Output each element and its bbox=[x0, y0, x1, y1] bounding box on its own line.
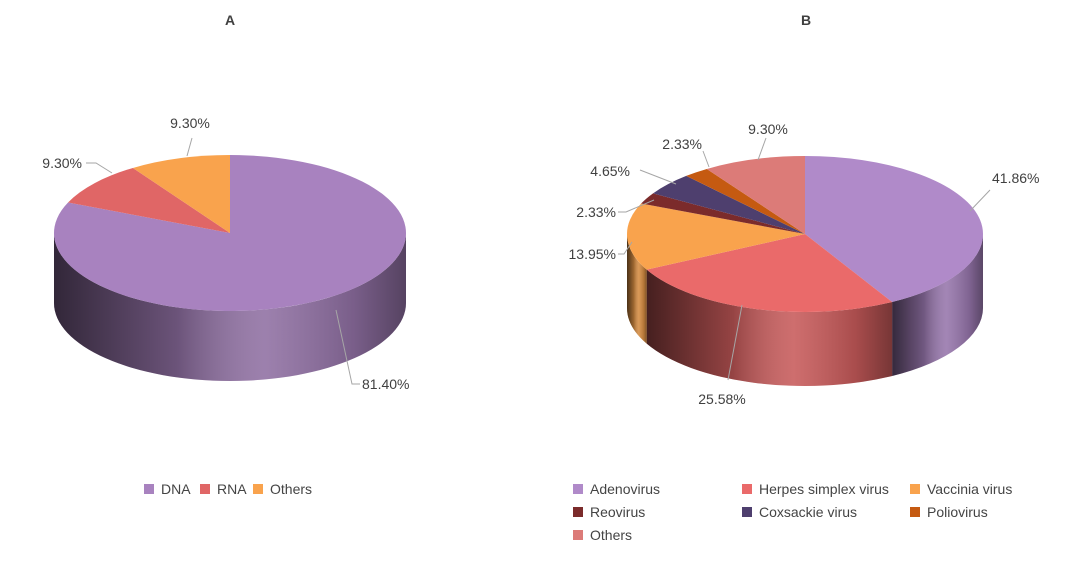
data-label-herpes-simplex-virus: 25.58% bbox=[698, 391, 745, 407]
legend-label: Vaccinia virus bbox=[927, 481, 1013, 497]
legend-label: Herpes simplex virus bbox=[759, 481, 889, 497]
leader-line bbox=[702, 150, 710, 168]
data-label-rna: 9.30% bbox=[42, 155, 82, 171]
leader-line bbox=[639, 169, 677, 185]
legend-item-adenovirus: Adenovirus bbox=[573, 481, 660, 497]
legend-swatch bbox=[573, 507, 583, 517]
legend-swatch bbox=[742, 484, 752, 494]
legend-item-coxsackie-virus: Coxsackie virus bbox=[742, 504, 857, 520]
legend-swatch bbox=[910, 484, 920, 494]
legend-swatch bbox=[253, 484, 263, 494]
pie-slice-vaccinia-virus bbox=[626, 203, 805, 270]
leader-line bbox=[727, 304, 743, 381]
legend-swatch bbox=[200, 484, 210, 494]
legend-item-rna: RNA bbox=[200, 481, 247, 497]
data-label-vaccinia-virus: 13.95% bbox=[569, 246, 616, 262]
legend-item-dna: DNA bbox=[144, 481, 191, 497]
legend-item-herpes-simplex-virus: Herpes simplex virus bbox=[742, 481, 889, 497]
legend-label: RNA bbox=[217, 481, 247, 497]
legend-item-others: Others bbox=[573, 527, 632, 543]
legend-label: Poliovirus bbox=[927, 504, 988, 520]
pie-slice-reovirus bbox=[641, 193, 805, 234]
data-label-adenovirus: 41.86% bbox=[992, 170, 1039, 186]
leader-line bbox=[618, 241, 633, 255]
leader-line bbox=[186, 137, 193, 157]
pie-side-herpes-simplex-virus-shade bbox=[646, 269, 893, 387]
pie-slice-others bbox=[706, 156, 805, 234]
legend-swatch bbox=[144, 484, 154, 494]
pie-side-vaccinia-virus-shade bbox=[627, 234, 647, 344]
data-label-others: 9.30% bbox=[170, 115, 210, 131]
chart-a-pie: 81.40% 9.30% 9.30% bbox=[42, 115, 409, 392]
legend-label: Others bbox=[590, 527, 633, 543]
pie-slice-rna bbox=[68, 167, 231, 233]
legend-item-reovirus: Reovirus bbox=[573, 504, 645, 520]
legend-item-others: Others bbox=[253, 481, 312, 497]
legend-swatch bbox=[910, 507, 920, 517]
pie-side-adenovirus-shade bbox=[892, 234, 983, 377]
legend-swatch bbox=[573, 484, 583, 494]
legend-label: Others bbox=[270, 481, 313, 497]
data-label-dna: 81.40% bbox=[362, 376, 409, 392]
legend-label: Coxsackie virus bbox=[759, 504, 858, 520]
data-label-reovirus: 2.33% bbox=[576, 204, 616, 220]
legend-label: DNA bbox=[161, 481, 191, 497]
data-label-coxsackie-virus: 4.65% bbox=[590, 163, 630, 179]
pie-slice-adenovirus bbox=[805, 156, 984, 303]
pie-slice-herpes-simplex-virus bbox=[646, 234, 893, 312]
chart-b-pie: 41.86% 25.58% 13.95% 2.33% 4.65% 2.33% 9.30% bbox=[569, 121, 1040, 407]
leader-line bbox=[335, 309, 360, 385]
chart-a-title: A bbox=[225, 12, 235, 28]
leader-line bbox=[618, 199, 655, 213]
legend-swatch bbox=[573, 530, 583, 540]
data-label-poliovirus: 2.33% bbox=[662, 136, 702, 152]
pie-slice-coxsackie-virus bbox=[653, 175, 805, 234]
pie-slice-poliovirus bbox=[686, 168, 805, 234]
leader-line bbox=[86, 162, 113, 174]
legend-item-poliovirus: Poliovirus bbox=[910, 504, 988, 520]
pie-slice-others bbox=[132, 155, 230, 233]
pie-slice-dna bbox=[54, 155, 407, 312]
legend-swatch bbox=[742, 507, 752, 517]
data-label-others: 9.30% bbox=[748, 121, 788, 137]
leader-line bbox=[757, 137, 767, 161]
chart-b-title: B bbox=[801, 12, 811, 28]
leader-line bbox=[969, 189, 991, 212]
legend-label: Adenovirus bbox=[590, 481, 661, 497]
legend-label: Reovirus bbox=[590, 504, 646, 520]
pie-side-dna-shade bbox=[54, 233, 406, 381]
legend-item-vaccinia-virus: Vaccinia virus bbox=[910, 481, 1012, 497]
